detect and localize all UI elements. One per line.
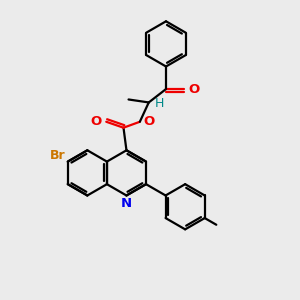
Text: O: O xyxy=(143,115,155,128)
Text: Br: Br xyxy=(50,149,66,162)
Text: N: N xyxy=(121,197,132,210)
Text: H: H xyxy=(155,98,164,110)
Text: O: O xyxy=(188,82,199,96)
Text: O: O xyxy=(91,115,102,128)
